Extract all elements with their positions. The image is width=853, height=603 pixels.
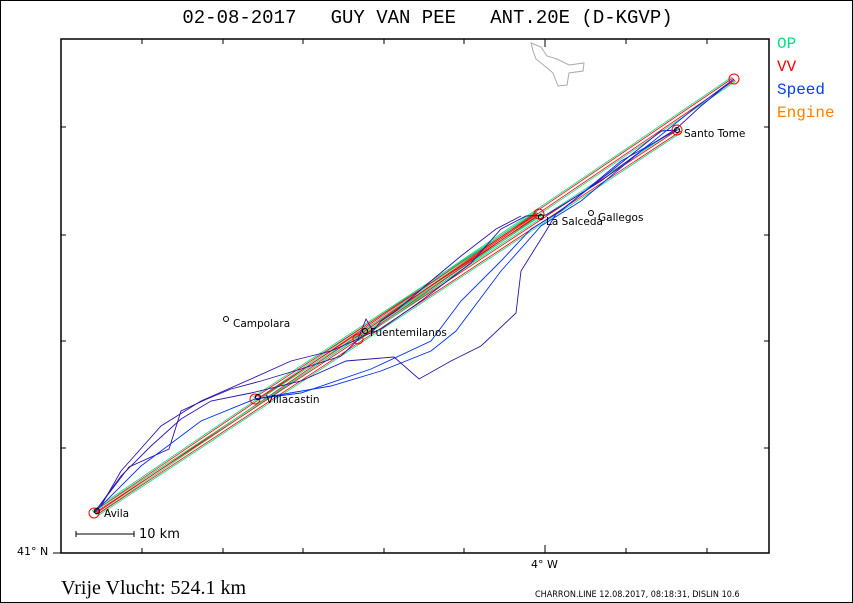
town-label: La Salceda bbox=[546, 216, 603, 228]
turnpoint-circle bbox=[671, 124, 683, 136]
town-label: Campolara bbox=[233, 318, 291, 330]
chart-title: 02-08-2017 GUY VAN PEE ANT.20E (D-KGVP) bbox=[182, 7, 673, 29]
scale-bar-label: 10 km bbox=[139, 527, 180, 542]
town-marker bbox=[255, 394, 261, 400]
legend-speed: Speed bbox=[777, 81, 826, 99]
flight-track bbox=[254, 78, 735, 400]
legend-vv: VV bbox=[777, 58, 797, 76]
flight-track bbox=[93, 129, 678, 514]
lake-outline bbox=[530, 42, 585, 87]
flight-track bbox=[100, 338, 359, 507]
town-marker bbox=[94, 508, 100, 514]
town-label: Gallegos bbox=[598, 212, 644, 224]
task-leg bbox=[92, 77, 734, 513]
legend-engine: Engine bbox=[777, 104, 835, 122]
town-marker bbox=[362, 328, 368, 334]
town-marker bbox=[674, 127, 680, 133]
town-marker bbox=[588, 210, 594, 216]
task-leg bbox=[353, 211, 536, 338]
scale-bar bbox=[75, 531, 135, 537]
task-leg bbox=[356, 214, 539, 341]
task-leg bbox=[357, 215, 540, 342]
town-marker bbox=[538, 214, 544, 220]
distance-text: Vrije Vlucht: 524.1 km bbox=[61, 577, 247, 599]
turnpoint-circle bbox=[352, 333, 364, 345]
town-label: Santo Tome bbox=[684, 128, 746, 140]
longitude-label: 4° W bbox=[531, 558, 558, 571]
generator-stamp: CHARRON.LINE 12.08.2017, 08:18:31, DISLI… bbox=[535, 590, 740, 600]
task-leg bbox=[354, 212, 537, 339]
town-label: Villacastin bbox=[266, 394, 320, 406]
task-leg bbox=[91, 76, 733, 512]
legend-op: OP bbox=[777, 35, 797, 53]
task-leg bbox=[97, 130, 682, 515]
task-leg bbox=[98, 131, 683, 516]
town-label: Avila bbox=[104, 508, 130, 520]
task-leg bbox=[95, 80, 737, 516]
town-marker bbox=[223, 316, 229, 322]
turnpoint-circle bbox=[728, 73, 740, 85]
flight-track bbox=[357, 215, 522, 340]
plot-frame bbox=[60, 38, 770, 554]
town-label: Fuentemilanos bbox=[370, 327, 447, 339]
latitude-label: 41° N bbox=[17, 545, 49, 558]
